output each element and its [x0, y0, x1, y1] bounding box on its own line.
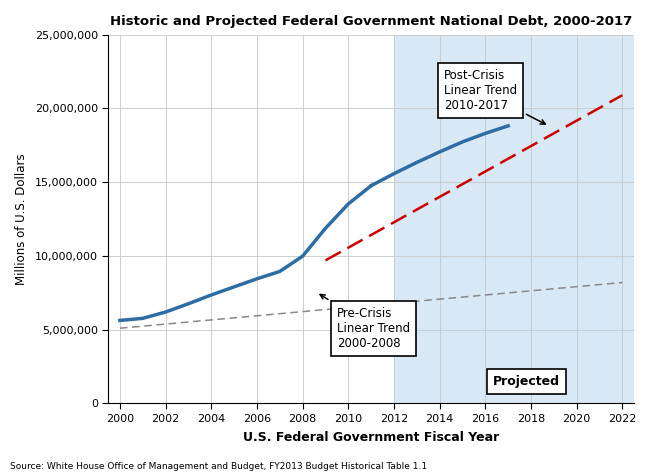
Title: Historic and Projected Federal Government National Debt, 2000-2017: Historic and Projected Federal Governmen… — [110, 15, 632, 28]
Bar — [394, 35, 652, 403]
Text: Pre-Crisis
Linear Trend
2000-2008: Pre-Crisis Linear Trend 2000-2008 — [320, 295, 410, 350]
Text: Source: White House Office of Management and Budget, FY2013 Budget Historical Ta: Source: White House Office of Management… — [10, 462, 427, 471]
Y-axis label: Millions of U.S. Dollars: Millions of U.S. Dollars — [15, 153, 28, 285]
Text: Post-Crisis
Linear Trend
2010-2017: Post-Crisis Linear Trend 2010-2017 — [444, 69, 545, 124]
Text: Projected: Projected — [493, 375, 560, 388]
X-axis label: U.S. Federal Government Fiscal Year: U.S. Federal Government Fiscal Year — [243, 431, 499, 444]
